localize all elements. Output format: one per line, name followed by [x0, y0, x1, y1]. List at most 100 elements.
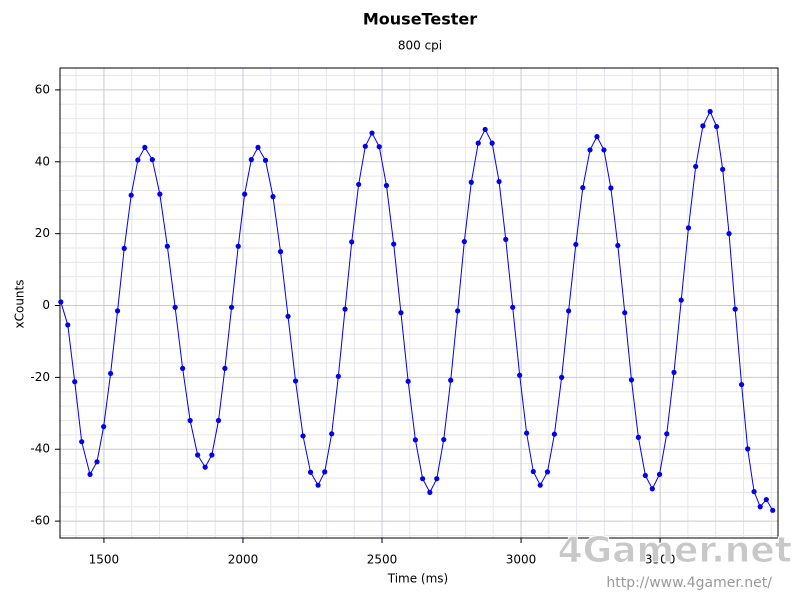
y-tick-label: -20	[30, 370, 50, 384]
data-point	[738, 381, 745, 388]
chart-subtitle: 800 cpi	[398, 39, 442, 53]
data-point	[559, 374, 565, 380]
data-point	[475, 140, 481, 146]
data-point	[58, 299, 64, 305]
data-point	[745, 446, 751, 452]
plot-area	[60, 68, 778, 538]
data-point	[180, 365, 186, 371]
data-point	[335, 373, 341, 379]
y-tick-label: 40	[35, 154, 50, 168]
x-tick-label: 3500	[645, 553, 676, 567]
data-point	[524, 430, 530, 436]
data-point	[517, 372, 523, 378]
data-point	[342, 306, 348, 312]
data-point	[391, 241, 397, 247]
data-point	[142, 144, 148, 151]
data-point	[656, 471, 663, 477]
data-point	[622, 310, 628, 316]
data-point	[292, 378, 299, 384]
data-point	[262, 157, 269, 163]
data-point	[615, 242, 621, 249]
data-point	[164, 243, 170, 249]
x-tick-label: 1500	[89, 553, 120, 567]
data-point	[537, 482, 543, 488]
data-point	[678, 297, 684, 303]
data-point	[510, 304, 516, 310]
x-tick-label: 2500	[367, 553, 398, 567]
data-point	[128, 192, 134, 198]
data-point	[580, 185, 586, 191]
y-tick-label: 20	[35, 226, 50, 240]
data-point	[242, 191, 248, 197]
data-point	[121, 245, 127, 251]
data-point	[369, 130, 375, 136]
x-axis-label: Time (ms)	[387, 572, 449, 586]
data-point	[412, 437, 418, 443]
data-point	[101, 424, 107, 430]
data-point	[642, 472, 648, 479]
y-tick-label: -60	[30, 514, 50, 528]
data-point	[420, 476, 426, 482]
data-point	[664, 431, 670, 437]
data-point	[187, 417, 193, 424]
data-point	[235, 243, 241, 249]
data-point	[635, 434, 642, 440]
data-point	[726, 231, 732, 237]
data-point	[398, 310, 404, 316]
data-point	[671, 369, 677, 375]
data-point	[329, 431, 335, 437]
data-point	[349, 239, 355, 245]
data-point	[202, 464, 208, 470]
data-point	[594, 134, 600, 140]
data-point	[763, 496, 769, 503]
data-point	[496, 178, 502, 185]
data-point	[628, 377, 635, 383]
data-point	[693, 163, 699, 170]
data-point	[685, 225, 692, 231]
data-point	[489, 140, 495, 146]
data-point	[566, 308, 572, 314]
data-point	[751, 489, 757, 495]
data-point	[135, 157, 141, 163]
data-point	[315, 482, 321, 488]
data-point	[700, 123, 706, 129]
data-point	[376, 144, 382, 150]
y-tick-label: 60	[35, 82, 50, 96]
data-point	[195, 452, 201, 458]
data-point	[270, 194, 276, 200]
data-point	[157, 191, 163, 197]
data-point	[732, 306, 738, 312]
data-point	[79, 439, 85, 445]
data-point	[461, 238, 467, 245]
data-point	[757, 504, 763, 510]
data-point	[322, 469, 328, 475]
x-tick-label: 3000	[506, 553, 537, 567]
data-point	[544, 469, 551, 475]
data-point	[87, 471, 93, 477]
data-point	[573, 241, 579, 248]
data-point	[530, 468, 536, 475]
data-point	[149, 157, 155, 163]
data-point	[441, 436, 447, 443]
data-point	[307, 469, 314, 475]
chart-title: MouseTester	[363, 10, 477, 29]
data-point	[503, 236, 509, 242]
data-point	[434, 476, 440, 482]
data-point	[72, 379, 78, 385]
y-tick-label: -40	[30, 442, 50, 456]
data-point	[608, 185, 614, 191]
data-point	[277, 249, 284, 255]
x-tick-label: 2000	[228, 553, 259, 567]
data-point	[448, 377, 454, 383]
data-point	[383, 182, 390, 189]
data-point	[228, 304, 235, 310]
y-axis-label: xCounts	[13, 280, 27, 329]
y-tick-label: 0	[42, 298, 50, 312]
data-point	[468, 179, 474, 185]
data-point	[601, 147, 607, 153]
data-point	[255, 144, 261, 151]
data-point	[215, 417, 222, 424]
data-point	[707, 108, 713, 115]
data-point	[770, 507, 776, 513]
data-point	[713, 123, 720, 130]
